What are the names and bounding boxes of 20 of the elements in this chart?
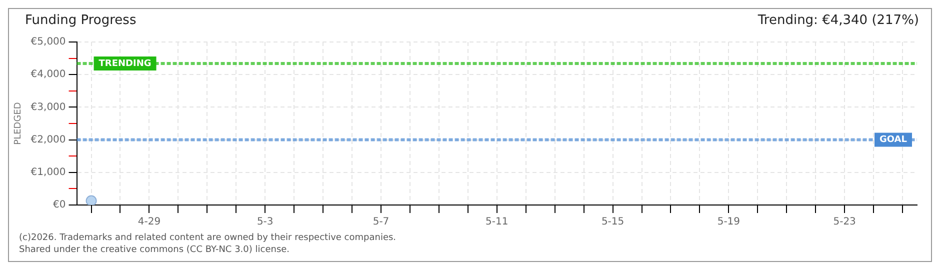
y-tick-label: €5,000 <box>30 36 66 48</box>
x-tick-label: 4-29 <box>138 216 161 228</box>
text: Shared under the creative commons (CC BY-NC 3.0) license. <box>19 244 291 256</box>
x-tick-label: 5-11 <box>486 216 508 228</box>
x-tick-label: 5-23 <box>833 216 856 228</box>
text: (c)2026. Trademarks and related content are owned by their respective companies. <box>19 232 398 244</box>
x-tick-label: 5-15 <box>601 216 624 228</box>
x-tick-label: 5-19 <box>717 216 740 228</box>
x-tick-label: 5-3 <box>256 216 274 228</box>
ref-line-label: TRENDING <box>98 58 152 69</box>
y-tick-label: €2,000 <box>30 134 66 146</box>
y-tick-label: €4,000 <box>30 69 66 80</box>
ref-line-label: GOAL <box>880 135 908 146</box>
y-axis-title: PLEDGED <box>14 102 24 145</box>
text: Trending: €4,340 (217%) <box>758 13 919 30</box>
chart-title: Funding Progress <box>25 13 136 30</box>
y-tick-label: €0 <box>53 200 66 211</box>
y-tick-label: €3,000 <box>30 102 66 113</box>
x-tick-label: 5-7 <box>372 216 390 228</box>
y-tick-label: €1,000 <box>30 166 66 178</box>
